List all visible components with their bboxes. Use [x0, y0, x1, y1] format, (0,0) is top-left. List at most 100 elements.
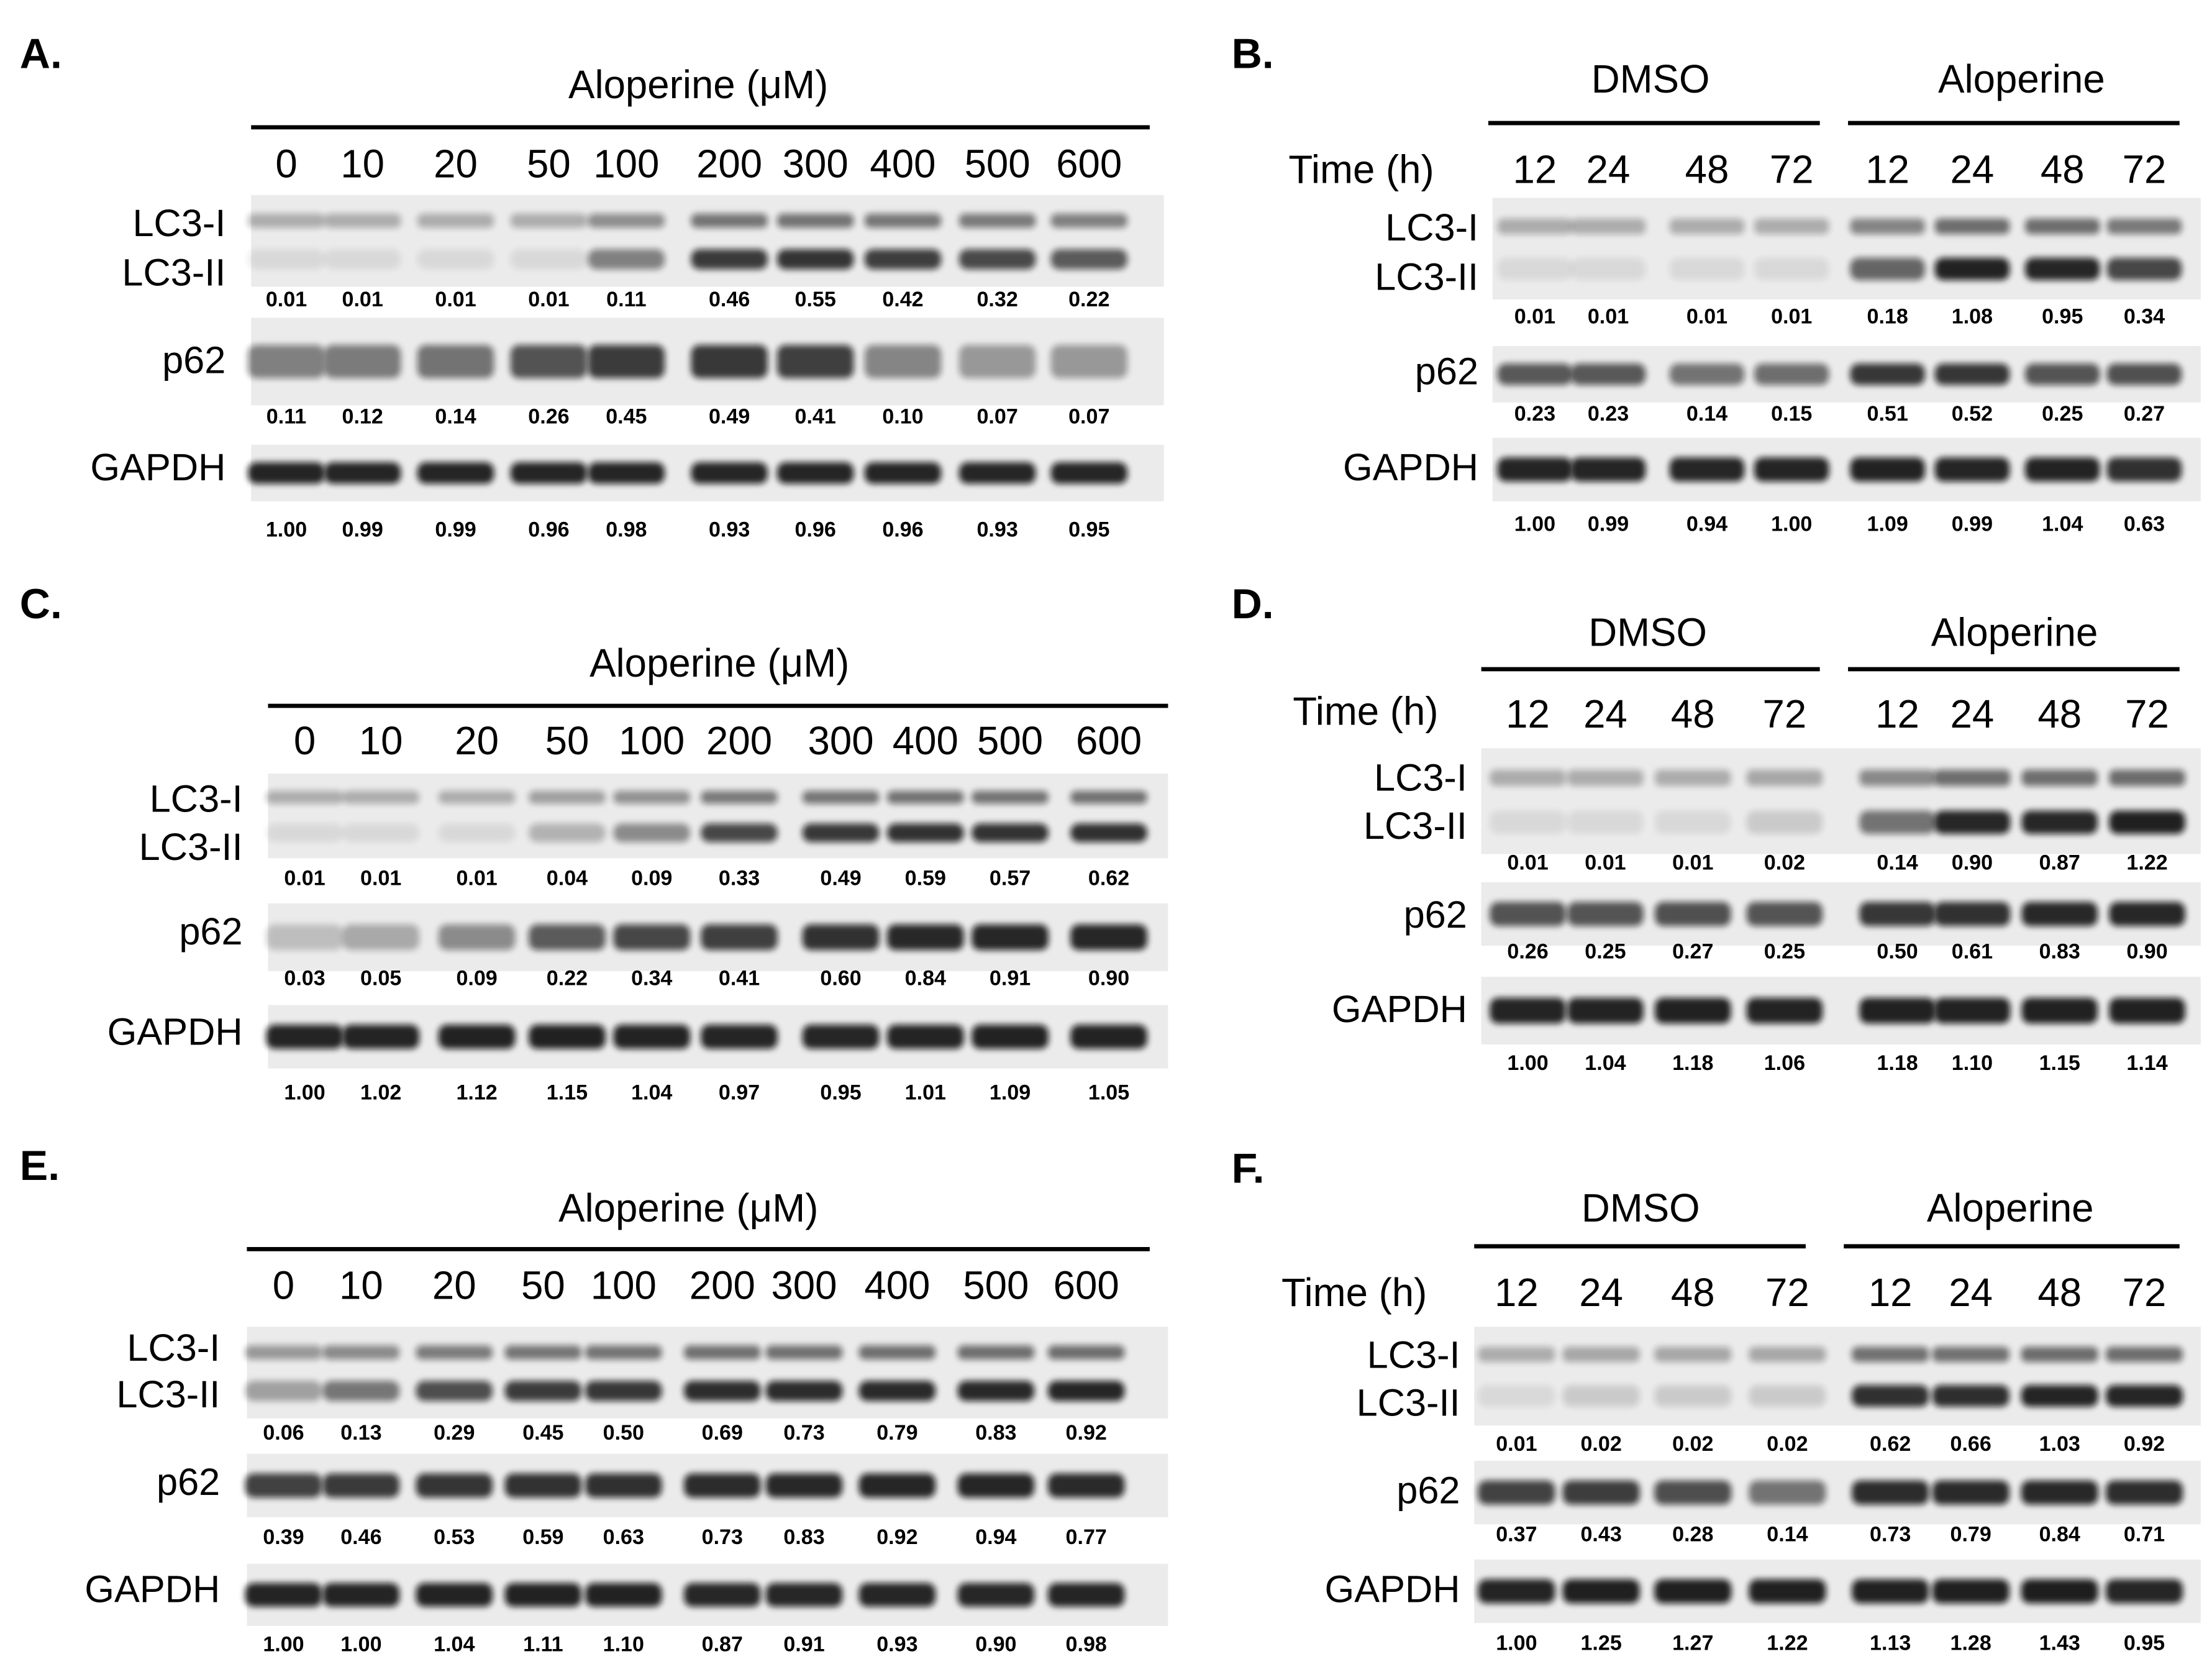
band: [701, 924, 778, 951]
quant-value: 0.61: [1952, 939, 1993, 963]
band: [1047, 1473, 1125, 1498]
band: [802, 924, 880, 951]
protein-name: GAPDH: [90, 446, 225, 488]
quant-value: 0.99: [1952, 512, 1993, 536]
band: [1570, 457, 1646, 482]
band: [2021, 902, 2098, 926]
quant-value: 0.94: [1686, 512, 1727, 536]
quant-value: 0.91: [990, 967, 1031, 990]
group-header: Aloperine: [1927, 1186, 2094, 1230]
quant-value: 0.53: [434, 1525, 475, 1549]
band: [1567, 902, 1644, 926]
band: [1669, 257, 1745, 280]
quant-value: 1.22: [1767, 1631, 1808, 1655]
protein-name: LC3-I: [1367, 1333, 1460, 1376]
quant-value: 0.45: [606, 405, 647, 429]
band: [776, 249, 854, 270]
band: [1852, 1480, 1929, 1505]
lane-label: 72: [2125, 692, 2169, 736]
band-upper: [342, 790, 420, 804]
quant-value: 0.87: [2039, 851, 2080, 874]
quant-value: 0.83: [975, 1421, 1016, 1445]
lane-label: 500: [977, 719, 1043, 763]
quant-value: 0.01: [528, 288, 569, 311]
quant-value: 0.93: [876, 1633, 917, 1656]
quant-value: 1.01: [905, 1081, 946, 1105]
band-upper: [1746, 769, 1823, 786]
band: [802, 823, 880, 843]
quant-value: 0.87: [702, 1633, 743, 1656]
band-upper: [1852, 1346, 1929, 1363]
band: [588, 462, 665, 484]
quant-value: 0.77: [1066, 1525, 1107, 1549]
quant-value: 0.14: [1686, 402, 1727, 426]
band: [1655, 810, 1731, 834]
band-upper: [1567, 769, 1644, 786]
band: [324, 345, 401, 378]
band: [765, 1473, 843, 1498]
band: [342, 924, 420, 951]
band-upper: [1754, 218, 1829, 234]
blot: [247, 1327, 1168, 1419]
panel-label: A.: [20, 30, 62, 77]
quant-value: 0.03: [284, 967, 325, 990]
band-upper: [510, 213, 588, 228]
band: [245, 1473, 322, 1498]
quant-value: 0.02: [1672, 1432, 1713, 1456]
quant-value: 0.25: [1585, 939, 1626, 963]
quant-value: 0.41: [719, 967, 760, 990]
band: [504, 1381, 582, 1401]
band: [1478, 1579, 1555, 1604]
quant-value: 0.01: [266, 288, 307, 311]
band: [1850, 457, 1925, 482]
band-upper: [613, 790, 691, 804]
quant-value: 0.46: [340, 1525, 381, 1549]
band: [1749, 1579, 1826, 1604]
quant-value: 0.02: [1767, 1432, 1808, 1456]
band: [2021, 1579, 2098, 1604]
band-upper: [2025, 218, 2100, 234]
quant-value: 0.90: [1952, 851, 1993, 874]
lane-label: 300: [808, 719, 874, 763]
lane-label: 72: [2123, 1271, 2167, 1315]
quant-value: 1.04: [1585, 1051, 1626, 1075]
quant-value: 0.14: [1767, 1522, 1808, 1546]
quant-value: 0.05: [360, 967, 401, 990]
band-upper: [1934, 218, 2010, 234]
quant-value: 0.62: [1088, 866, 1129, 890]
protein-name: LC3-I: [127, 1326, 220, 1369]
band: [1655, 902, 1731, 926]
band: [2109, 902, 2185, 926]
band: [2021, 1385, 2098, 1407]
band-upper: [1050, 213, 1127, 228]
band: [342, 1025, 420, 1049]
quant-value: 0.29: [434, 1421, 475, 1445]
lane-label: 10: [340, 142, 385, 186]
lane-label: 400: [870, 142, 935, 186]
lane-label: 24: [1583, 692, 1627, 736]
band-upper: [248, 213, 325, 228]
band: [324, 249, 401, 270]
band-upper: [322, 1345, 400, 1359]
quant-value: 0.18: [1867, 304, 1908, 328]
quant-value: 0.27: [1672, 939, 1713, 963]
lane-label: 600: [1056, 142, 1122, 186]
quant-value: 0.09: [631, 866, 672, 890]
band: [1934, 810, 2011, 834]
quant-value: 0.93: [976, 518, 1017, 541]
band: [245, 1381, 322, 1401]
band: [1850, 257, 1925, 280]
time-label: Time (h): [1281, 1271, 1427, 1315]
band: [1852, 1385, 1929, 1407]
band: [416, 1583, 493, 1607]
lane-label: 600: [1054, 1264, 1119, 1308]
lane-label: 50: [545, 719, 589, 763]
lane-label: 72: [2123, 147, 2167, 191]
blot: [1481, 748, 2201, 854]
band-upper: [1932, 1346, 2009, 1363]
band-upper: [266, 790, 344, 804]
quant-value: 0.83: [783, 1525, 824, 1549]
band: [864, 345, 942, 378]
band: [266, 823, 344, 843]
quant-value: 1.18: [1877, 1051, 1918, 1075]
